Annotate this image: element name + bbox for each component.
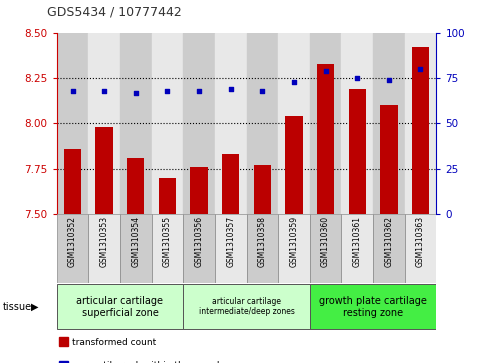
Bar — [88, 214, 120, 283]
Bar — [183, 33, 215, 214]
Bar — [412, 47, 429, 214]
Point — [353, 75, 361, 81]
Bar — [127, 158, 144, 214]
Text: GSM1310356: GSM1310356 — [195, 216, 204, 268]
Text: GSM1310361: GSM1310361 — [352, 216, 362, 267]
Point — [321, 68, 329, 74]
Text: GSM1310355: GSM1310355 — [163, 216, 172, 268]
Bar — [246, 214, 278, 283]
Bar — [152, 33, 183, 214]
Bar — [380, 105, 397, 214]
Point — [258, 88, 266, 94]
Bar — [285, 116, 303, 214]
Point — [385, 77, 393, 83]
Text: articular cartilage
intermediate/deep zones: articular cartilage intermediate/deep zo… — [199, 297, 294, 317]
Bar — [310, 214, 341, 283]
Bar — [64, 149, 81, 214]
Text: GSM1310353: GSM1310353 — [100, 216, 108, 268]
Bar — [57, 284, 183, 329]
Point — [132, 90, 140, 95]
Bar — [57, 214, 88, 283]
Bar — [57, 33, 88, 214]
Bar — [59, 361, 68, 363]
Text: GSM1310354: GSM1310354 — [131, 216, 141, 268]
Text: GSM1310357: GSM1310357 — [226, 216, 235, 268]
Point — [164, 88, 172, 94]
Bar — [373, 214, 405, 283]
Bar — [341, 33, 373, 214]
Bar — [310, 33, 341, 214]
Text: GSM1310363: GSM1310363 — [416, 216, 425, 268]
Bar — [183, 284, 310, 329]
Bar — [183, 214, 215, 283]
Text: percentile rank within the sample: percentile rank within the sample — [72, 361, 225, 363]
Point — [69, 88, 76, 94]
Text: tissue: tissue — [2, 302, 32, 312]
Text: GDS5434 / 10777442: GDS5434 / 10777442 — [47, 5, 181, 18]
Bar — [405, 33, 436, 214]
Bar — [317, 64, 334, 214]
Point — [195, 88, 203, 94]
Point — [100, 88, 108, 94]
Bar — [222, 154, 240, 214]
Bar — [253, 165, 271, 214]
Text: growth plate cartilage
resting zone: growth plate cartilage resting zone — [319, 296, 427, 318]
Bar — [120, 33, 152, 214]
Text: GSM1310359: GSM1310359 — [289, 216, 298, 268]
Bar — [246, 33, 278, 214]
Point — [227, 86, 235, 92]
Text: GSM1310360: GSM1310360 — [321, 216, 330, 268]
Bar — [278, 214, 310, 283]
Bar — [341, 214, 373, 283]
Bar — [405, 214, 436, 283]
Bar — [88, 33, 120, 214]
Point — [417, 66, 424, 72]
Bar — [278, 33, 310, 214]
Bar — [59, 338, 68, 346]
Text: articular cartilage
superficial zone: articular cartilage superficial zone — [76, 296, 164, 318]
Text: ▶: ▶ — [31, 302, 38, 312]
Bar — [159, 178, 176, 214]
Text: GSM1310362: GSM1310362 — [385, 216, 393, 267]
Bar — [96, 127, 113, 214]
Text: transformed count: transformed count — [72, 338, 156, 347]
Bar — [215, 33, 246, 214]
Point — [290, 79, 298, 85]
Bar — [190, 167, 208, 214]
Text: GSM1310352: GSM1310352 — [68, 216, 77, 267]
Bar — [215, 214, 246, 283]
Bar — [120, 214, 152, 283]
Bar — [373, 33, 405, 214]
Bar — [152, 214, 183, 283]
Text: GSM1310358: GSM1310358 — [258, 216, 267, 267]
Bar — [349, 89, 366, 214]
Bar — [310, 284, 436, 329]
